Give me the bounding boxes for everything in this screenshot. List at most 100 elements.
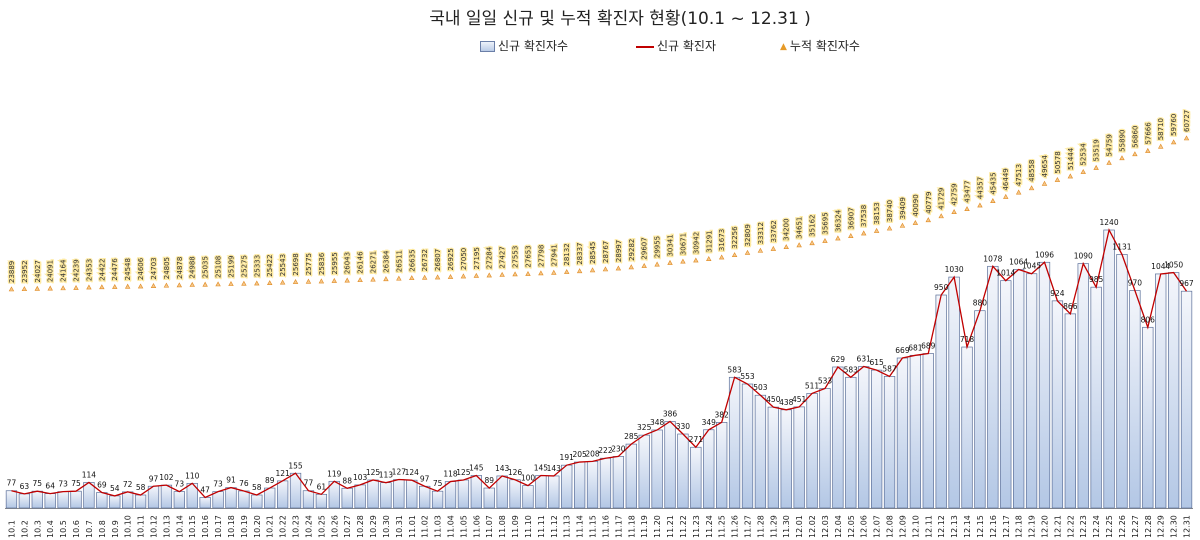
data-label-daily: 631: [857, 355, 872, 364]
bar: [677, 433, 689, 509]
bar: [845, 376, 857, 509]
data-label-cumulative: 35162: [809, 215, 817, 237]
data-label-cumulative: 57666: [1144, 122, 1152, 145]
legend-label-bar: 신규 확진자수: [498, 39, 569, 53]
cumulative-marker: [150, 283, 157, 288]
data-label-cumulative: 28545: [589, 242, 597, 264]
cumulative-marker: [706, 256, 712, 261]
data-label-daily: 58: [252, 483, 262, 492]
x-tick-label: 11.15: [589, 515, 598, 538]
x-tick-label: 11.20: [653, 515, 662, 538]
data-label-cumulative: 24422: [98, 259, 106, 281]
data-label-daily: 230: [611, 444, 626, 453]
bar: [212, 491, 224, 509]
x-tick-label: 12.11: [924, 515, 933, 538]
data-label-cumulative: 27941: [550, 244, 558, 266]
data-label-daily: 145: [534, 463, 549, 472]
data-label-cumulative: 25035: [202, 256, 210, 278]
data-label-cumulative: 27553: [512, 246, 520, 268]
data-label-daily: 97: [420, 474, 430, 483]
data-label-daily: 110: [185, 471, 200, 480]
x-tick-label: 10.10: [124, 515, 133, 538]
bar: [548, 475, 560, 509]
x-tick-label: 11.26: [731, 515, 740, 538]
data-label-daily: 583: [727, 365, 742, 374]
data-label-daily: 271: [689, 435, 704, 444]
bar: [858, 366, 870, 509]
data-label-daily: 970: [1128, 279, 1143, 288]
cumulative-marker: [990, 198, 996, 203]
x-tick-label: 10.17: [214, 515, 223, 538]
bar: [264, 487, 276, 509]
cumulative-marker: [1158, 143, 1164, 149]
data-label-cumulative: 24988: [189, 256, 197, 278]
cumulative-marker: [667, 259, 673, 265]
bar: [935, 294, 947, 509]
cumulative-marker: [47, 285, 53, 291]
x-tick-label: 10.11: [137, 515, 146, 538]
cumulative-marker: [202, 281, 208, 287]
bar: [276, 480, 289, 509]
data-label-daily: 681: [908, 343, 923, 352]
bar: [419, 485, 431, 509]
x-tick-label: 11.21: [666, 515, 675, 538]
data-label-daily: 1131: [1112, 242, 1131, 251]
x-tick-label: 12.20: [1041, 515, 1050, 538]
data-label-cumulative: 26043: [344, 252, 352, 274]
data-label-daily: 1014: [996, 269, 1015, 278]
data-label-daily: 450: [766, 395, 781, 404]
data-label-cumulative: 36907: [847, 207, 855, 229]
data-label-daily: 191: [560, 453, 575, 462]
cumulative-marker: [215, 281, 221, 287]
data-label-cumulative: 25333: [253, 255, 261, 277]
cumulative-marker: [460, 273, 467, 279]
data-label-daily: 587: [882, 364, 897, 373]
x-tick-label: 12.05: [847, 515, 856, 538]
cumulative-marker: [1003, 193, 1009, 199]
data-label-cumulative: 24091: [47, 260, 55, 282]
cumulative-marker: [783, 244, 789, 250]
bar: [57, 491, 69, 509]
data-label-cumulative: 46449: [1002, 168, 1010, 190]
data-label-cumulative: 31291: [705, 230, 713, 252]
bar: [638, 434, 650, 509]
cumulative-marker: [628, 264, 634, 270]
data-label-daily: 985: [1089, 275, 1104, 284]
data-label-daily: 58: [136, 483, 146, 492]
cumulative-marker: [241, 280, 247, 286]
x-tick-label: 10.22: [279, 515, 288, 538]
daily-line: [11, 228, 1188, 499]
data-label-cumulative: 30341: [667, 234, 675, 256]
data-label-daily: 330: [676, 422, 691, 431]
data-label-daily: 155: [288, 461, 303, 470]
cumulative-marker: [409, 275, 415, 281]
data-label-daily: 924: [1050, 289, 1065, 298]
bar: [444, 481, 457, 509]
data-label-cumulative: 38740: [886, 200, 894, 222]
cumulative-marker: [499, 271, 505, 277]
x-tick-label: 10.6: [72, 520, 81, 538]
bar: [109, 495, 121, 509]
bar: [122, 491, 134, 509]
data-label-cumulative: 24164: [60, 259, 68, 282]
x-tick-label: 11.06: [472, 515, 481, 538]
data-label-daily: 950: [934, 283, 949, 292]
bar: [1090, 286, 1102, 509]
data-label-cumulative: 54759: [1106, 134, 1114, 156]
cumulative-marker: [551, 269, 557, 275]
x-tick-label: 10.20: [253, 515, 262, 538]
cumulative-marker: [1132, 151, 1138, 157]
data-label-daily: 127: [392, 468, 407, 477]
bar: [1167, 272, 1180, 509]
cumulative-marker: [1028, 185, 1035, 191]
bar: [1155, 273, 1167, 509]
data-label-cumulative: 27050: [460, 248, 468, 270]
data-label-cumulative: 33762: [770, 220, 778, 242]
legend-bar-swatch: [480, 41, 495, 52]
bar: [354, 484, 366, 509]
data-label-daily: 511: [805, 381, 820, 390]
bar: [5, 490, 18, 509]
data-label-cumulative: 23889: [8, 261, 16, 283]
data-label-cumulative: 50578: [1054, 151, 1062, 173]
